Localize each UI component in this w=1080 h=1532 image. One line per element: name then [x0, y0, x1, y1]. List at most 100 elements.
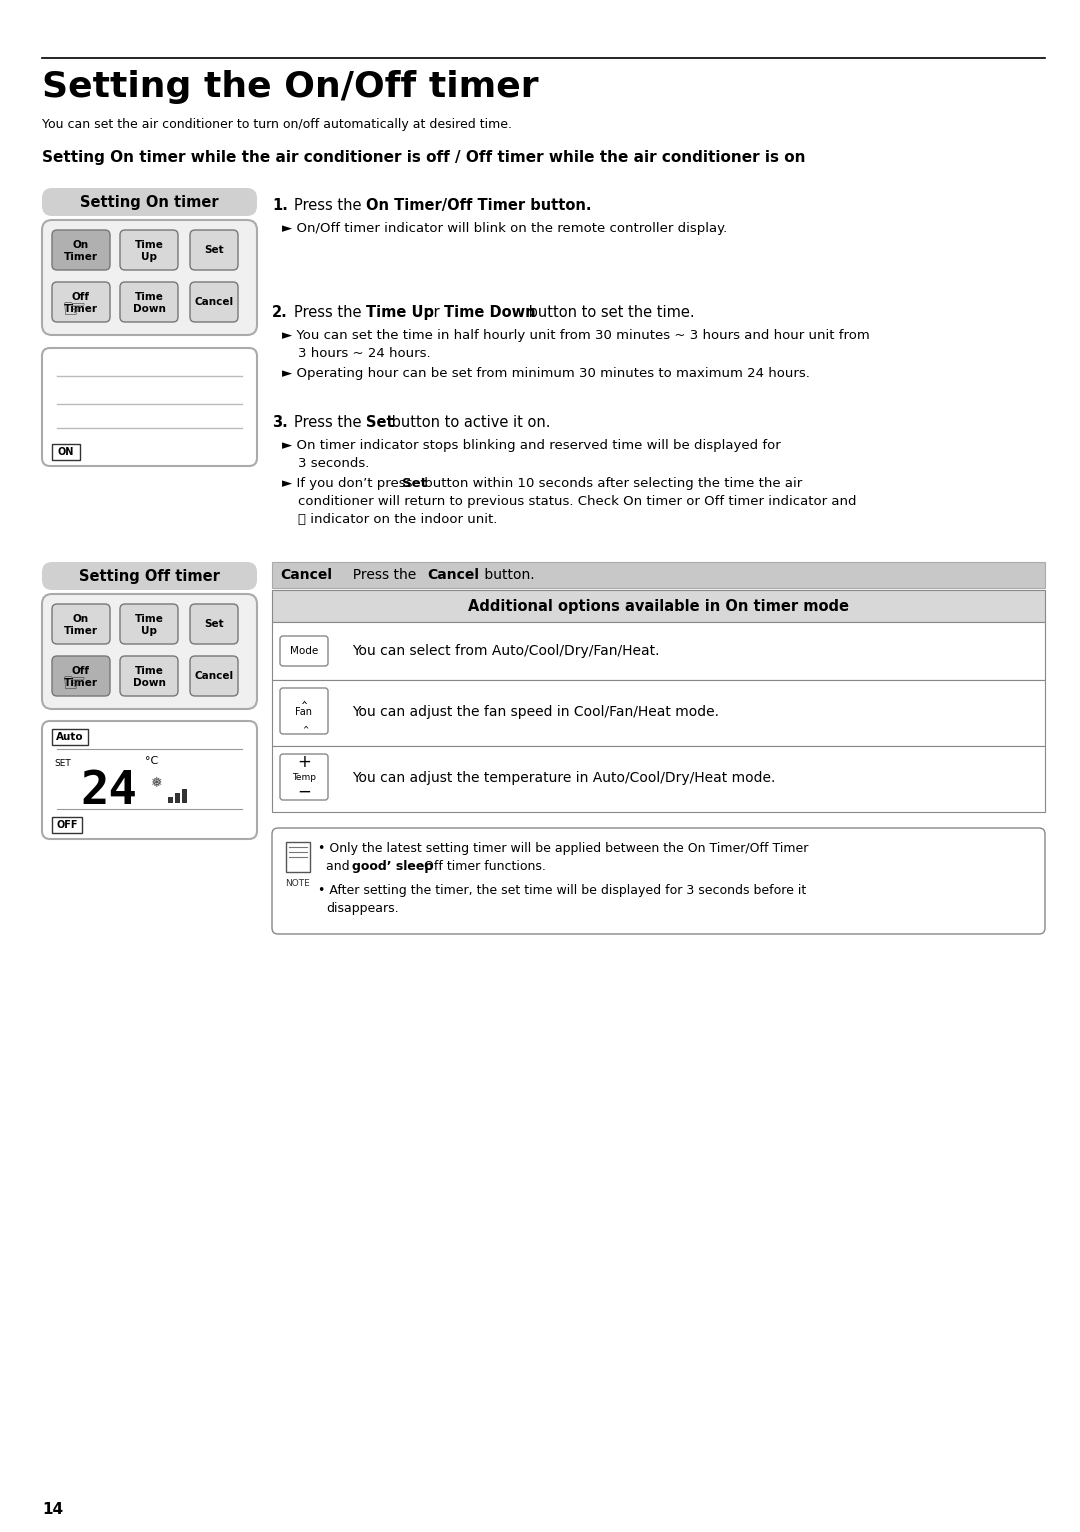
Text: Press the: Press the [345, 568, 420, 582]
Text: Cancel: Cancel [194, 671, 233, 682]
FancyBboxPatch shape [280, 754, 328, 800]
Text: ► On/Off timer indicator will blink on the remote controller display.: ► On/Off timer indicator will blink on t… [282, 222, 727, 234]
Text: ► You can set the time in half hourly unit from 30 minutes ~ 3 hours and hour un: ► You can set the time in half hourly un… [282, 329, 869, 342]
Text: NOTE: NOTE [285, 878, 310, 887]
Text: 1.: 1. [272, 198, 288, 213]
Text: Time: Time [135, 241, 163, 250]
Text: Timer: Timer [64, 627, 98, 636]
Text: You can select from Auto/Cool/Dry/Fan/Heat.: You can select from Auto/Cool/Dry/Fan/He… [352, 643, 660, 659]
Text: ☞: ☞ [62, 296, 86, 323]
FancyBboxPatch shape [42, 221, 257, 336]
Text: 14: 14 [42, 1501, 63, 1517]
Text: Off: Off [72, 293, 90, 302]
FancyBboxPatch shape [190, 604, 238, 643]
Text: Timer: Timer [64, 303, 98, 314]
Text: +: + [297, 754, 311, 771]
Text: Press the: Press the [294, 305, 366, 320]
Text: ❅: ❅ [151, 777, 163, 791]
Text: Time Down: Time Down [444, 305, 536, 320]
Text: or: or [420, 305, 444, 320]
Text: Setting On timer while the air conditioner is off / Off timer while the air cond: Setting On timer while the air condition… [42, 150, 806, 165]
FancyBboxPatch shape [42, 562, 257, 590]
Text: SET: SET [54, 758, 71, 768]
Text: Setting Off timer: Setting Off timer [79, 568, 220, 584]
Text: button to set the time.: button to set the time. [524, 305, 694, 320]
Text: button to active it on.: button to active it on. [387, 415, 551, 430]
Bar [272, 590, 1045, 622]
Text: conditioner will return to previous status. Check On timer or Off timer indicato: conditioner will return to previous stat… [298, 495, 856, 509]
Text: ⌛ indicator on the indoor unit.: ⌛ indicator on the indoor unit. [298, 513, 498, 525]
Text: Press the: Press the [294, 198, 366, 213]
Text: Cancel: Cancel [280, 568, 332, 582]
Text: Off timer functions.: Off timer functions. [424, 859, 545, 873]
Text: Time: Time [135, 293, 163, 302]
Text: • After setting the timer, the set time will be displayed for 3 seconds before i: • After setting the timer, the set time … [318, 884, 807, 898]
FancyBboxPatch shape [42, 188, 257, 216]
Bar [272, 562, 1045, 588]
Text: Set: Set [402, 476, 427, 490]
Bar [272, 622, 1045, 680]
Bar [272, 746, 1045, 812]
FancyBboxPatch shape [52, 282, 110, 322]
Text: button within 10 seconds after selecting the time the air: button within 10 seconds after selecting… [420, 476, 802, 490]
Text: Time: Time [135, 614, 163, 624]
FancyBboxPatch shape [52, 656, 110, 696]
Text: 3 hours ~ 24 hours.: 3 hours ~ 24 hours. [298, 348, 431, 360]
Text: ‸: ‸ [301, 688, 307, 703]
Text: ► On timer indicator stops blinking and reserved time will be displayed for: ► On timer indicator stops blinking and … [282, 440, 781, 452]
Text: disappears.: disappears. [326, 902, 399, 915]
Text: Timer: Timer [64, 251, 98, 262]
Text: ON: ON [58, 447, 75, 457]
Text: OFF: OFF [56, 820, 78, 830]
Text: good’ sleep: good’ sleep [352, 859, 433, 873]
Bar [52, 817, 82, 833]
Bar [175, 794, 180, 803]
Bar [286, 843, 310, 872]
Bar [272, 680, 1045, 746]
FancyBboxPatch shape [120, 230, 178, 270]
Text: Cancel: Cancel [194, 297, 233, 306]
Text: 2.: 2. [272, 305, 287, 320]
Text: Set: Set [204, 245, 224, 254]
FancyBboxPatch shape [42, 594, 257, 709]
Text: Setting On timer: Setting On timer [80, 195, 219, 210]
Bar [168, 797, 173, 803]
Text: Set: Set [366, 415, 393, 430]
Text: Fan: Fan [296, 706, 312, 717]
FancyBboxPatch shape [280, 636, 328, 666]
Text: ► Operating hour can be set from minimum 30 minutes to maximum 24 hours.: ► Operating hour can be set from minimum… [282, 368, 810, 380]
Text: Up: Up [141, 251, 157, 262]
Text: • Only the latest setting timer will be applied between the On Timer/Off Timer: • Only the latest setting timer will be … [318, 843, 808, 855]
Text: ‹: ‹ [299, 723, 309, 728]
FancyBboxPatch shape [52, 230, 110, 270]
Text: Set: Set [204, 619, 224, 630]
Text: Time Up: Time Up [366, 305, 434, 320]
Text: On: On [73, 241, 89, 250]
FancyBboxPatch shape [42, 722, 257, 840]
FancyBboxPatch shape [120, 282, 178, 322]
Text: Auto: Auto [56, 732, 84, 741]
Text: °C: °C [145, 755, 159, 766]
Text: ☞: ☞ [62, 669, 86, 699]
Text: Setting the On/Off timer: Setting the On/Off timer [42, 70, 539, 104]
Text: −: − [297, 783, 311, 801]
Text: 3.: 3. [272, 415, 287, 430]
Text: Temp: Temp [292, 774, 316, 783]
Text: Time: Time [135, 666, 163, 676]
Text: button.: button. [480, 568, 535, 582]
FancyBboxPatch shape [120, 604, 178, 643]
Text: Mode: Mode [289, 647, 319, 656]
Text: and: and [326, 859, 353, 873]
FancyBboxPatch shape [190, 230, 238, 270]
Text: Down: Down [133, 303, 165, 314]
Text: Off: Off [72, 666, 90, 676]
Text: Up: Up [141, 627, 157, 636]
FancyBboxPatch shape [272, 827, 1045, 935]
FancyBboxPatch shape [190, 282, 238, 322]
Text: ► If you don’t press: ► If you don’t press [282, 476, 417, 490]
Text: Additional options available in On timer mode: Additional options available in On timer… [468, 599, 849, 613]
Bar [52, 729, 87, 745]
FancyBboxPatch shape [52, 604, 110, 643]
Text: On Timer/Off Timer button.: On Timer/Off Timer button. [366, 198, 592, 213]
Text: Down: Down [133, 679, 165, 688]
